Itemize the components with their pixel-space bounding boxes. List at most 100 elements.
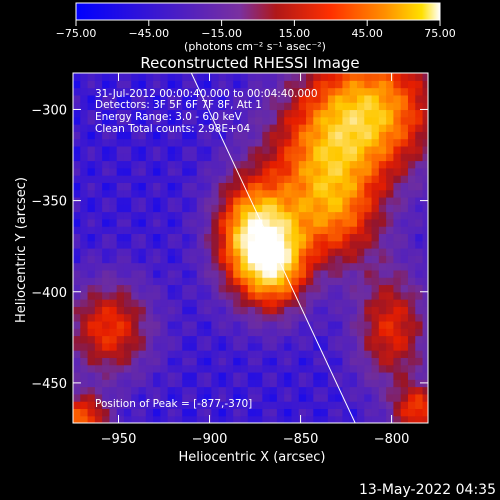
heatmap-cell [80,160,89,169]
heatmap-cell [393,153,402,162]
heatmap-cell [386,116,395,125]
heatmap-cell [211,248,220,256]
heatmap-cell [357,109,365,118]
heatmap-cell [182,357,191,366]
heatmap-cell [393,299,402,307]
heatmap-cell [233,226,242,235]
heatmap-cell [109,94,118,103]
heatmap-cell [284,335,293,344]
heatmap-cell [313,299,322,307]
heatmap-cell [233,138,242,147]
heatmap-cell [320,306,329,315]
heatmap-cell [364,284,373,293]
heatmap-cell [269,240,278,249]
heatmap-cell [320,320,329,329]
heatmap-cell [269,401,278,410]
heatmap-cell [204,306,212,315]
heatmap-cell [407,350,416,358]
heatmap-cell [131,167,140,176]
heatmap-cell [269,248,278,256]
heatmap-cell [313,73,322,81]
heatmap-cell [349,124,358,132]
heatmap-cell [87,73,96,81]
heatmap-cell [102,109,111,118]
heatmap-cell [422,328,428,337]
heatmap-cell [174,320,183,329]
heatmap-cell [80,196,89,205]
heatmap-cell [73,291,81,300]
heatmap-cell [182,218,191,227]
heatmap-cell [131,116,140,125]
heatmap-cell [364,393,373,402]
heatmap-cell [160,320,169,329]
heatmap-cell [415,269,424,278]
heatmap-cell [182,342,191,351]
heatmap-cell [94,73,103,81]
heatmap-cell [349,145,358,154]
heatmap-cell [247,342,256,351]
heatmap-cell [320,196,329,205]
heatmap-cell [153,415,161,423]
heatmap-cell [116,94,125,103]
heatmap-cell [160,160,169,169]
heatmap-cell [116,401,125,410]
heatmap-cell [182,386,191,395]
heatmap-cell [306,262,314,271]
heatmap-cell [218,160,227,169]
heatmap-cell [262,386,271,395]
heatmap-cell [167,313,176,322]
heatmap-cell [225,160,234,169]
heatmap-cell [357,189,365,198]
heatmap-cell [189,401,198,410]
heatmap-cell [87,175,96,183]
colorbar-tick-label: 75.00 [424,27,456,40]
heatmap-cell [160,401,169,410]
heatmap-cell [240,364,249,373]
heatmap-cell [306,124,314,132]
heatmap-cell [131,189,140,198]
heatmap-cell [189,255,198,264]
heatmap-cell [160,415,169,423]
heatmap-cell [364,102,373,111]
heatmap-cell [306,306,314,315]
heatmap-cell [284,109,293,118]
heatmap-cell [160,131,169,140]
heatmap-cell [262,138,271,147]
heatmap-cell [233,175,242,183]
heatmap-cell [145,379,154,388]
colorbar-gradient [75,2,441,21]
heatmap-cell [102,262,111,271]
heatmap-cell [327,379,336,388]
heatmap-cell [320,386,329,395]
heatmap-cell [131,218,140,227]
heatmap-cell [240,408,249,417]
heatmap-cell [225,175,234,183]
heatmap-cell [138,233,147,242]
heatmap-cell [196,364,205,373]
heatmap-cell [291,313,300,322]
heatmap-cell [131,313,140,322]
heatmap-cell [378,401,387,410]
heatmap-cell [174,167,183,176]
heatmap-cell [284,204,293,213]
heatmap-cell [364,80,373,89]
heatmap-cell [211,401,220,410]
heatmap-cell [116,328,125,337]
heatmap-cell [233,73,242,81]
heatmap-cell [284,189,293,198]
heatmap-cell [400,218,409,227]
heatmap-cell [145,218,154,227]
heatmap-cell [371,73,380,81]
heatmap-cell [174,350,183,358]
heatmap-cell [327,313,336,322]
heatmap-cell [160,299,169,307]
heatmap-cell [160,262,169,271]
heatmap-cell [291,160,300,169]
heatmap-cell [386,306,395,315]
heatmap-cell [73,299,81,307]
heatmap-cell [233,350,242,358]
heatmap-cell [284,393,293,402]
heatmap-cell [182,313,191,322]
heatmap-cell [357,415,365,423]
heatmap-cell [364,196,373,205]
